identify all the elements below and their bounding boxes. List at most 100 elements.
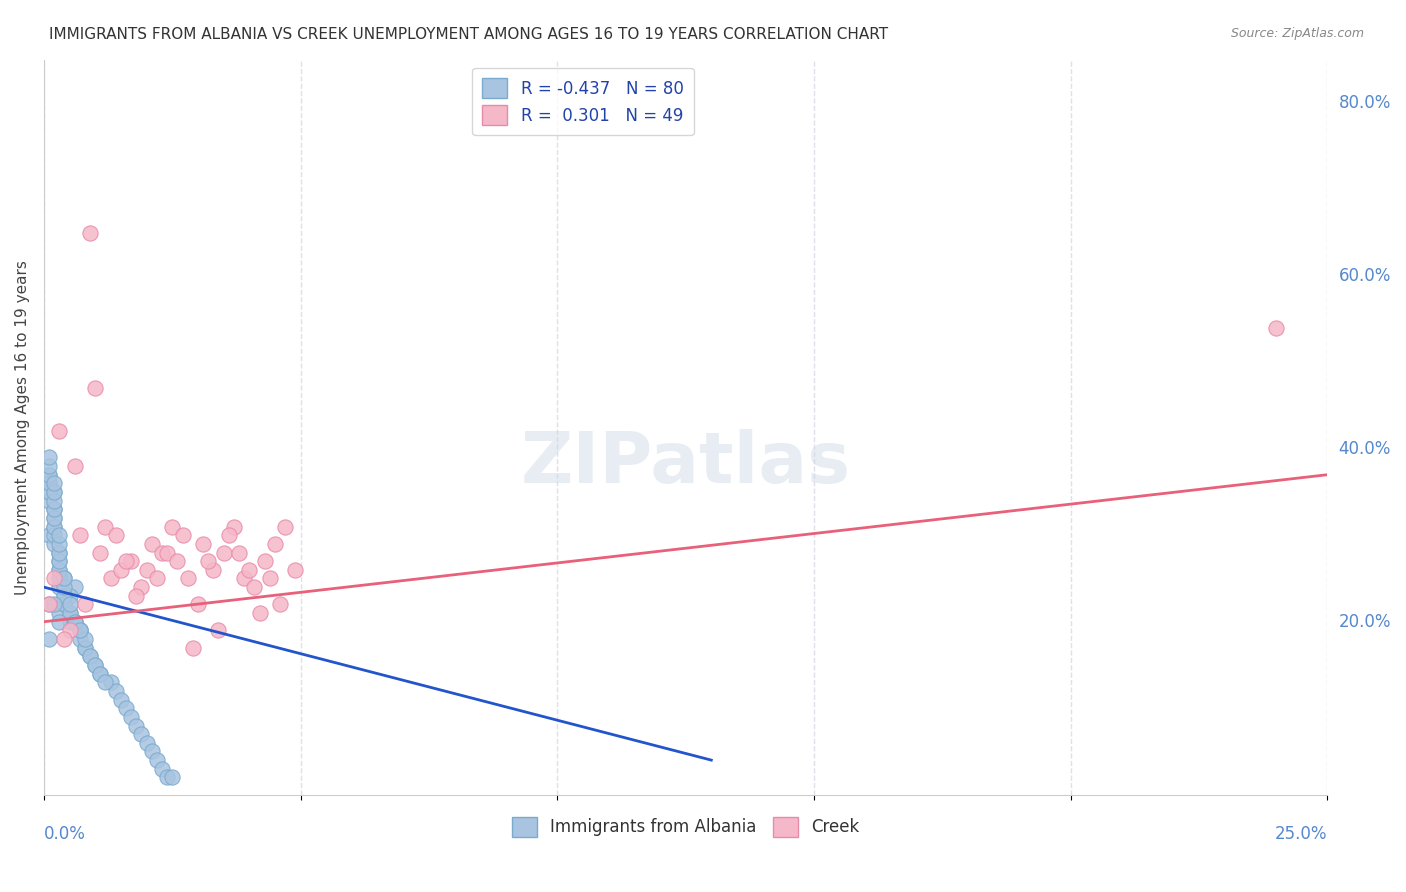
Point [191, 537, 214, 551]
Point [181, 640, 204, 655]
Point [58, 606, 80, 620]
Point [84, 381, 107, 395]
Point [84, 657, 107, 672]
Point [73, 640, 96, 655]
Point [264, 537, 287, 551]
Point [269, 598, 291, 612]
Point [89, 545, 111, 559]
Point [228, 545, 250, 559]
Point [48, 554, 70, 568]
Point [48, 580, 70, 594]
Point [63, 615, 86, 629]
Point [110, 692, 132, 706]
Point [218, 528, 240, 542]
Point [197, 554, 219, 568]
Point [284, 563, 307, 577]
Point [69, 624, 91, 638]
Point [146, 753, 169, 767]
Point [259, 572, 281, 586]
Point [73, 598, 96, 612]
Point [53, 572, 76, 586]
Point [146, 572, 169, 586]
Point [100, 572, 122, 586]
Point [187, 598, 209, 612]
Point [222, 519, 245, 533]
Point [156, 545, 179, 559]
Point [115, 554, 138, 568]
Point [44, 519, 66, 533]
Point [38, 493, 60, 508]
Point [38, 598, 60, 612]
Point [131, 580, 153, 594]
Point [89, 666, 111, 681]
Point [44, 519, 66, 533]
Point [125, 718, 148, 732]
Point [44, 485, 66, 500]
Point [84, 657, 107, 672]
Point [38, 632, 60, 646]
Point [89, 666, 111, 681]
Point [176, 572, 198, 586]
Point [150, 762, 173, 776]
Point [73, 632, 96, 646]
Point [69, 624, 91, 638]
Point [44, 511, 66, 525]
Point [104, 528, 127, 542]
Point [162, 519, 184, 533]
Point [162, 771, 184, 785]
Point [69, 528, 91, 542]
Point [48, 545, 70, 559]
Point [44, 537, 66, 551]
Point [48, 528, 70, 542]
Point [48, 563, 70, 577]
Point [141, 537, 163, 551]
Point [104, 684, 127, 698]
Point [44, 502, 66, 516]
Point [53, 589, 76, 603]
Point [44, 476, 66, 491]
Point [38, 598, 60, 612]
Point [172, 528, 194, 542]
Point [48, 425, 70, 439]
Text: 60.0%: 60.0% [1339, 267, 1391, 285]
Point [48, 563, 70, 577]
Point [238, 563, 260, 577]
Point [48, 537, 70, 551]
Point [53, 598, 76, 612]
Point [120, 554, 142, 568]
Point [1265, 320, 1288, 334]
Point [131, 727, 153, 741]
Point [94, 519, 117, 533]
Point [48, 572, 70, 586]
Point [73, 640, 96, 655]
Text: 0.0%: 0.0% [44, 825, 86, 843]
Point [44, 493, 66, 508]
Point [53, 598, 76, 612]
Point [79, 226, 101, 240]
Point [58, 615, 80, 629]
Point [150, 545, 173, 559]
Point [53, 589, 76, 603]
Point [38, 476, 60, 491]
Point [79, 649, 101, 664]
Point [44, 572, 66, 586]
Point [53, 580, 76, 594]
Point [53, 572, 76, 586]
Point [44, 502, 66, 516]
Text: 25.0%: 25.0% [1275, 825, 1327, 843]
Text: 20.0%: 20.0% [1339, 613, 1391, 631]
Point [166, 554, 188, 568]
Point [38, 459, 60, 474]
Point [44, 511, 66, 525]
Point [94, 675, 117, 690]
Point [53, 598, 76, 612]
Point [100, 675, 122, 690]
Text: Source: ZipAtlas.com: Source: ZipAtlas.com [1230, 27, 1364, 40]
Point [44, 485, 66, 500]
Point [63, 615, 86, 629]
Point [48, 615, 70, 629]
Point [212, 545, 235, 559]
Point [274, 519, 297, 533]
Text: IMMIGRANTS FROM ALBANIA VS CREEK UNEMPLOYMENT AMONG AGES 16 TO 19 YEARS CORRELAT: IMMIGRANTS FROM ALBANIA VS CREEK UNEMPLO… [49, 27, 889, 42]
Point [38, 467, 60, 482]
